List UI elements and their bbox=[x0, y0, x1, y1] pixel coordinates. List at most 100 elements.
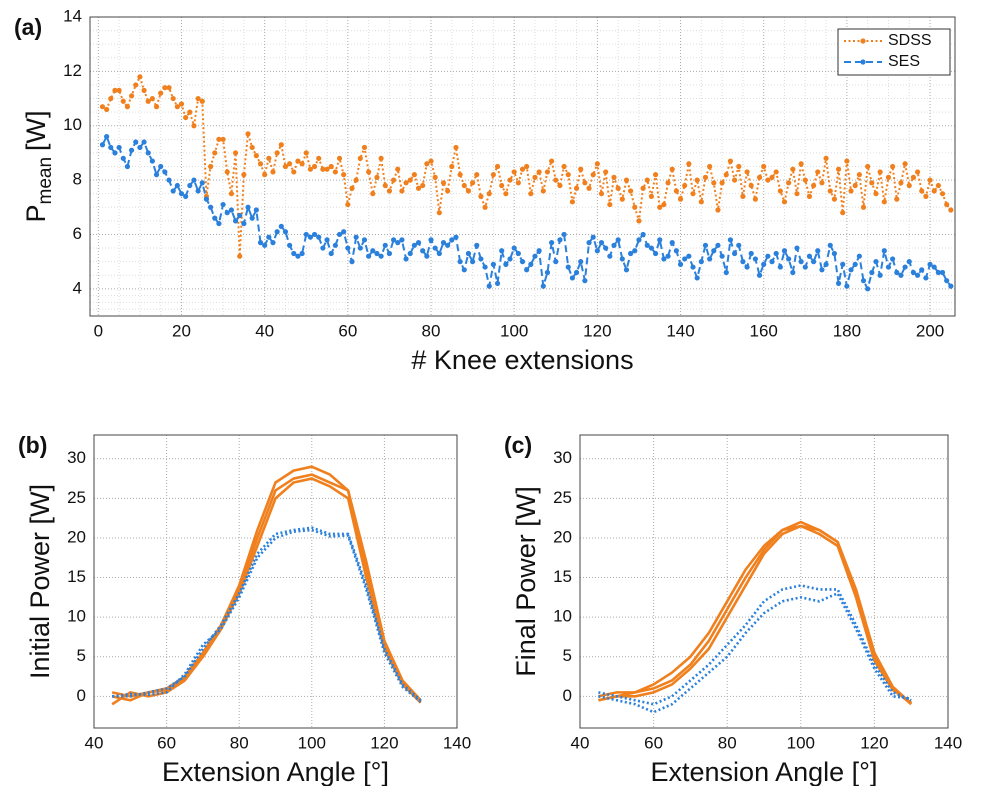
point-marker bbox=[935, 269, 941, 276]
point-marker bbox=[349, 259, 355, 265]
point-marker bbox=[619, 256, 625, 262]
point-marker bbox=[865, 163, 871, 170]
point-marker bbox=[370, 248, 376, 254]
point-marker bbox=[636, 218, 642, 224]
point-marker bbox=[158, 90, 164, 96]
point-marker bbox=[224, 210, 230, 216]
point-marker bbox=[607, 201, 613, 208]
point-marker bbox=[457, 172, 463, 178]
point-marker bbox=[852, 182, 858, 189]
point-marker bbox=[781, 248, 788, 254]
point-marker bbox=[848, 267, 854, 273]
point-marker bbox=[657, 204, 663, 210]
point-marker bbox=[449, 237, 455, 243]
point-marker bbox=[578, 259, 584, 265]
point-marker bbox=[262, 242, 268, 248]
series-line bbox=[111, 473, 422, 702]
x-tick-label: 120 bbox=[370, 733, 398, 752]
point-marker bbox=[744, 169, 750, 175]
point-marker bbox=[162, 169, 168, 175]
point-marker bbox=[328, 163, 334, 170]
point-marker bbox=[249, 215, 255, 221]
point-marker bbox=[178, 191, 185, 197]
point-marker bbox=[253, 207, 259, 213]
point-marker bbox=[885, 264, 892, 270]
y-tick-label: 30 bbox=[553, 448, 572, 467]
point-marker bbox=[873, 259, 879, 265]
point-marker bbox=[644, 177, 650, 183]
point-marker bbox=[561, 163, 567, 170]
y-axis-label-main: Final Power [W] bbox=[511, 486, 541, 677]
point-marker bbox=[428, 237, 434, 243]
point-marker bbox=[386, 250, 393, 257]
point-marker bbox=[170, 95, 176, 102]
series-line bbox=[598, 524, 912, 704]
point-marker bbox=[353, 177, 359, 183]
point-marker bbox=[948, 283, 954, 289]
point-marker bbox=[465, 188, 472, 194]
point-marker bbox=[145, 150, 151, 156]
point-marker bbox=[781, 199, 788, 205]
point-marker bbox=[174, 182, 180, 189]
point-marker bbox=[503, 191, 509, 197]
point-marker bbox=[648, 245, 655, 251]
point-marker bbox=[694, 177, 700, 183]
point-marker bbox=[453, 144, 459, 151]
point-marker bbox=[615, 185, 621, 191]
point-marker bbox=[840, 210, 846, 216]
x-tick-label: 80 bbox=[718, 733, 737, 752]
point-marker bbox=[756, 272, 763, 278]
point-marker bbox=[453, 234, 459, 240]
point-marker bbox=[270, 240, 276, 246]
x-tick-label: 20 bbox=[172, 321, 191, 340]
point-marker bbox=[698, 259, 704, 265]
point-marker bbox=[844, 158, 850, 164]
point-marker bbox=[153, 172, 160, 178]
point-marker bbox=[690, 191, 696, 197]
point-marker bbox=[927, 177, 933, 183]
point-marker bbox=[819, 180, 825, 186]
point-marker bbox=[919, 188, 925, 194]
point-marker bbox=[715, 207, 721, 213]
point-marker bbox=[141, 139, 147, 145]
legend-label: SDSS bbox=[888, 32, 932, 49]
point-marker bbox=[603, 245, 609, 251]
point-marker bbox=[366, 253, 372, 259]
point-marker bbox=[116, 87, 122, 93]
point-marker bbox=[590, 234, 596, 240]
point-marker bbox=[291, 169, 297, 175]
point-marker bbox=[303, 150, 309, 156]
series-line bbox=[111, 477, 422, 706]
point-marker bbox=[220, 201, 226, 208]
point-marker bbox=[748, 182, 754, 189]
point-marker bbox=[345, 201, 351, 208]
y-tick-label: 5 bbox=[77, 646, 86, 665]
point-marker bbox=[769, 259, 775, 265]
point-marker bbox=[632, 248, 638, 254]
point-marker bbox=[715, 242, 721, 248]
point-marker bbox=[332, 242, 338, 248]
point-marker bbox=[195, 188, 201, 194]
point-marker bbox=[727, 158, 734, 164]
point-marker bbox=[702, 174, 709, 180]
point-marker bbox=[440, 240, 447, 246]
point-marker bbox=[536, 248, 542, 254]
point-marker bbox=[557, 237, 563, 243]
point-marker bbox=[316, 234, 322, 240]
x-tick-label: 140 bbox=[666, 321, 694, 340]
legend-marker bbox=[860, 38, 866, 44]
point-marker bbox=[598, 191, 605, 197]
point-marker bbox=[773, 250, 779, 257]
point-marker bbox=[257, 161, 264, 167]
point-marker bbox=[677, 261, 684, 267]
point-marker bbox=[848, 188, 854, 194]
point-marker bbox=[245, 131, 251, 137]
point-marker bbox=[378, 253, 384, 259]
x-axis-label: Extension Angle [°] bbox=[651, 757, 878, 786]
point-marker bbox=[449, 163, 455, 170]
point-marker bbox=[860, 278, 867, 284]
point-marker bbox=[183, 193, 189, 199]
point-marker bbox=[835, 166, 842, 172]
point-marker bbox=[869, 269, 875, 276]
plot-frame bbox=[93, 434, 458, 729]
